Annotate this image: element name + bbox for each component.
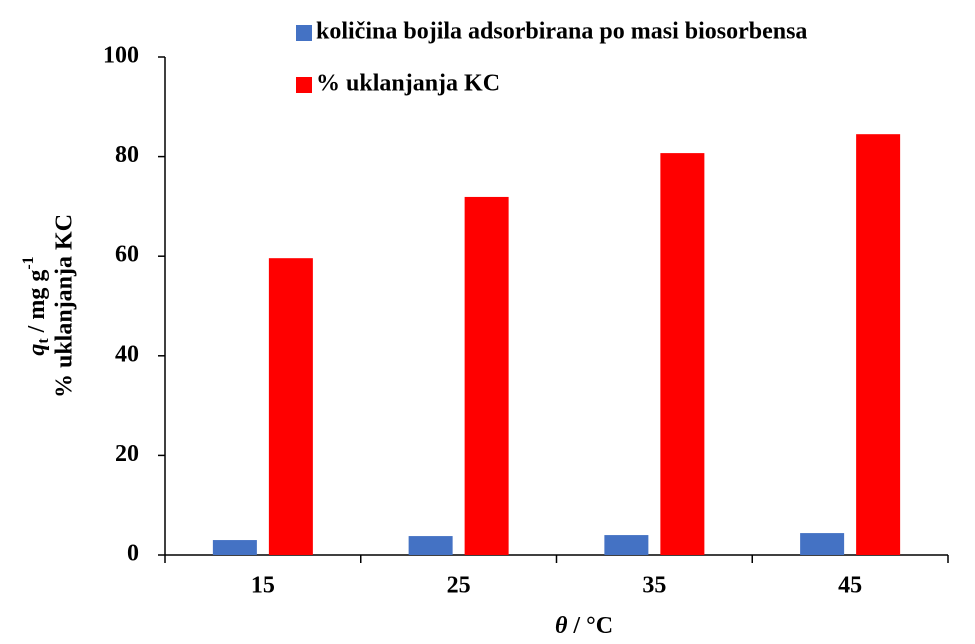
x-tick-label: 15 <box>251 573 275 599</box>
x-tick-label: 35 <box>642 573 666 599</box>
y-label-unit: / mg g <box>24 270 50 339</box>
y-tick-label: 40 <box>115 341 139 367</box>
y-tick-label: 100 <box>103 43 139 69</box>
x-tick-label: 25 <box>447 573 471 599</box>
y-tick-label: 0 <box>127 541 139 567</box>
legend-swatch <box>296 25 312 41</box>
y-tick-label: 80 <box>115 142 139 168</box>
y-tick-label: 60 <box>115 242 139 268</box>
legend-label: % uklanjanja KC <box>316 71 500 97</box>
bar <box>212 540 257 555</box>
y-label-sup: -1 <box>20 256 37 269</box>
bar <box>464 196 509 556</box>
bar <box>660 153 705 555</box>
y-axis-label-2: % uklanjanja KC <box>52 214 78 398</box>
x-axis-label: θ / °C <box>555 613 613 639</box>
legend-swatch <box>296 77 312 93</box>
bar <box>856 134 901 555</box>
y-tick-label: 20 <box>115 441 139 467</box>
y-axis-label-1: qt / mg g-1 <box>20 256 52 355</box>
x-tick-label: 45 <box>838 573 862 599</box>
bar <box>268 258 313 555</box>
y-label-symbol: q <box>24 344 50 356</box>
x-label-symbol: θ <box>555 613 568 639</box>
y-label-sub: t <box>35 338 52 344</box>
bar <box>604 535 649 555</box>
legend-label: količina bojila adsorbirana po masi bios… <box>316 19 807 45</box>
bar <box>408 536 453 555</box>
x-label-unit: / °C <box>567 613 613 639</box>
bar <box>800 533 845 555</box>
